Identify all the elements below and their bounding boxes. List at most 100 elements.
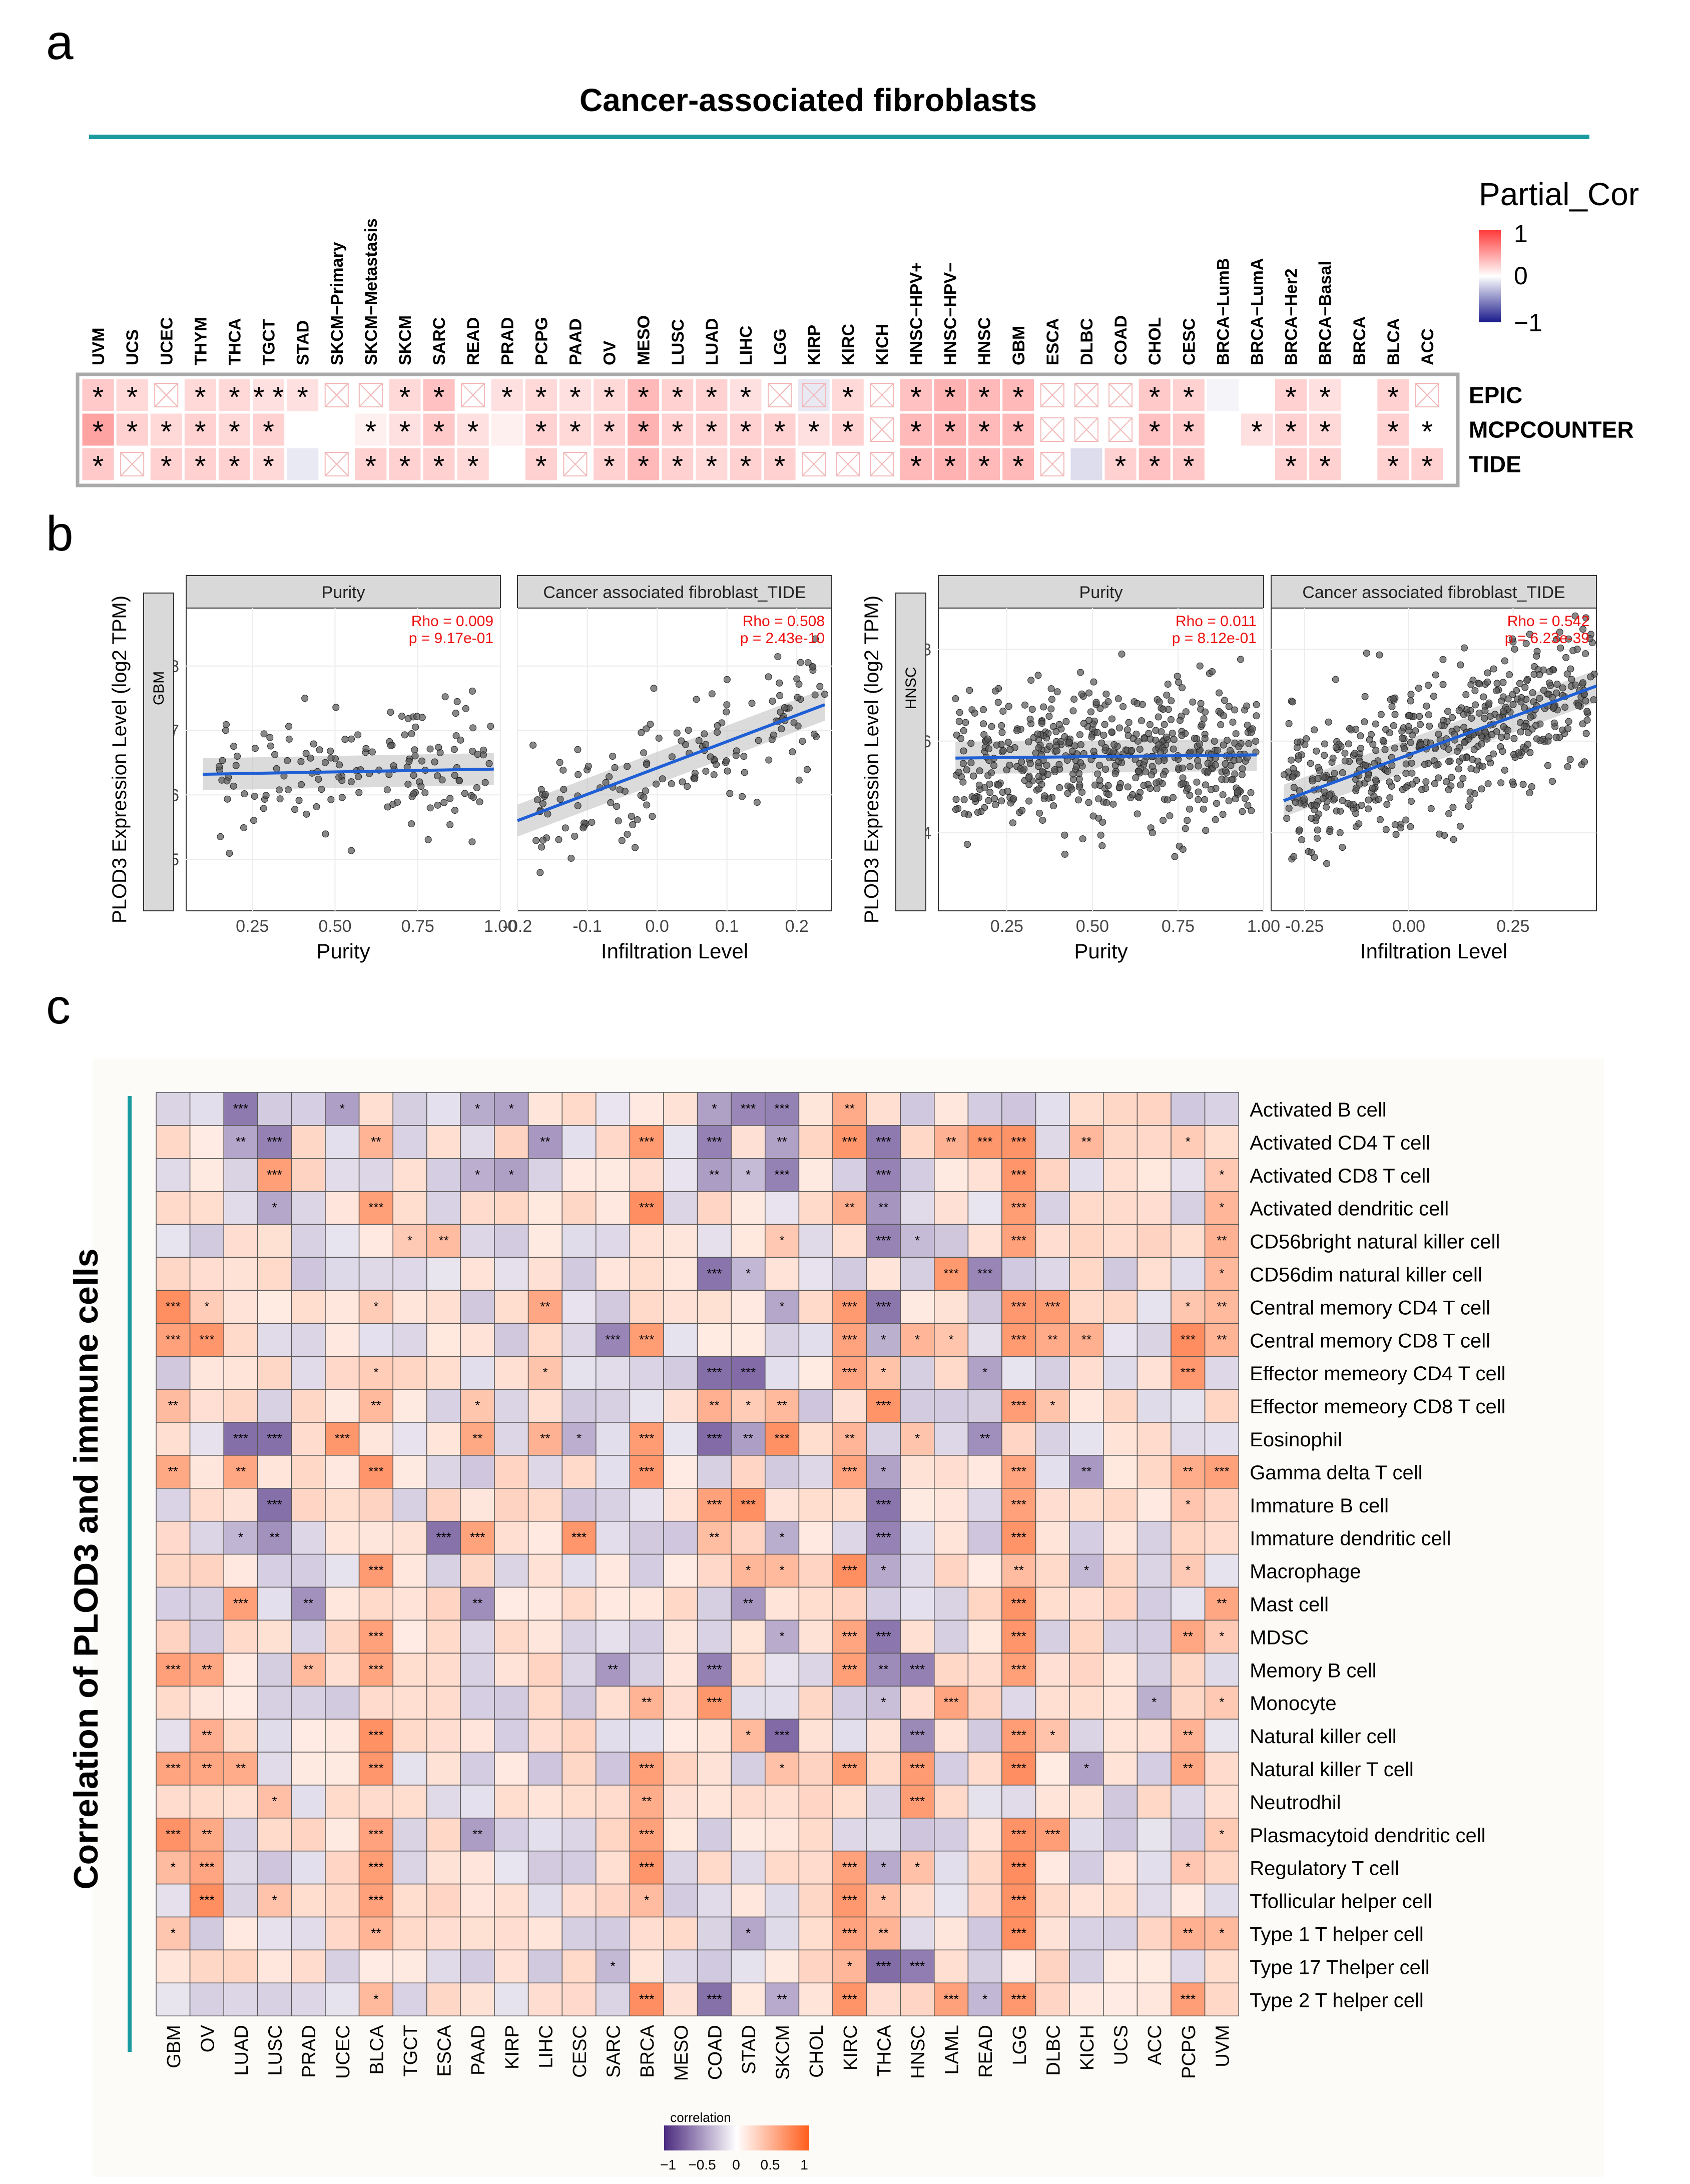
heatmap-cell-c: [1069, 1422, 1104, 1456]
heatmap-cell-c: [731, 1752, 766, 1786]
scatter-point: [468, 838, 476, 846]
heatmap-cell-c: [426, 1586, 461, 1621]
scatter-point: [740, 753, 748, 760]
row-label-c: Effector memeory CD8 T cell: [1250, 1396, 1505, 1418]
heatmap-cell-c: [460, 1323, 495, 1357]
heatmap-cell-c: [156, 1719, 191, 1753]
significance-star-c: *: [780, 1530, 785, 1545]
scatter-point: [1565, 718, 1572, 725]
significance-star-c: *: [509, 1101, 514, 1116]
scatter-point: [267, 742, 274, 750]
scatter-point: [640, 749, 648, 757]
scatter-point: [793, 675, 801, 683]
scatter-point: [1345, 740, 1352, 748]
heatmap-cell-c: [426, 1883, 461, 1918]
heatmap-cell-c: [1171, 1191, 1206, 1225]
heatmap-cell-c: [1204, 1883, 1239, 1918]
significance-star-c: *: [1186, 1497, 1191, 1512]
heatmap-cell-c: [798, 1422, 833, 1456]
scatter-point: [266, 734, 274, 741]
col-label-a: BRCA−Her2: [1282, 268, 1301, 365]
heatmap-cell-c: [1035, 1290, 1070, 1324]
heatmap-cell-c: [629, 1916, 664, 1951]
heatmap-cell-c: [765, 1224, 800, 1258]
scatter-point: [1047, 705, 1055, 713]
heatmap-cell-a: [252, 447, 285, 481]
heatmap-cell-c: [1001, 1257, 1036, 1291]
scatter-point: [327, 747, 334, 755]
significance-star-c: ***: [741, 1365, 756, 1380]
heatmap-cell-c: [358, 1323, 393, 1357]
significance-star-a: *: [978, 450, 990, 483]
significance-star-c: ***: [1011, 1925, 1026, 1940]
significance-star-a: *: [1285, 450, 1297, 483]
scatter-point: [1319, 773, 1327, 781]
heatmap-cell-c: [1171, 1619, 1206, 1654]
significance-star-c: **: [269, 1530, 279, 1545]
cell-cross-line: [802, 452, 826, 476]
scatter-point: [1365, 805, 1372, 813]
heatmap-cell-c: [392, 1224, 427, 1258]
scatter-point: [1352, 784, 1360, 792]
scatter-point: [967, 759, 975, 767]
heatmap-cell-c: [325, 1323, 360, 1357]
scatter-point: [1329, 754, 1337, 762]
heatmap-cell-c: [731, 1719, 766, 1753]
scatter-point: [1390, 722, 1397, 729]
heatmap-cell-c: [697, 1949, 732, 1984]
cell-cross-box: [870, 452, 894, 476]
heatmap-cell-c: [798, 1719, 833, 1753]
heatmap-cell-c: [798, 1455, 833, 1489]
scatter-point: [1587, 673, 1594, 681]
row-label-c: Natural killer T cell: [1250, 1759, 1414, 1781]
heatmap-cell-a: [1002, 413, 1035, 446]
heatmap-cell-c: [798, 1389, 833, 1423]
scatter-point: [1544, 737, 1552, 745]
scatter-point: [1557, 644, 1564, 652]
significance-star-c: **: [743, 1431, 753, 1446]
heatmap-cell-a: [558, 378, 592, 412]
heatmap-cell-c: [156, 1653, 191, 1687]
heatmap-cell-c: [900, 1818, 935, 1852]
scatter-point: [222, 727, 229, 734]
heatmap-cell-c: [156, 1883, 191, 1918]
significance-star-c: ***: [368, 1464, 383, 1479]
heatmap-cell-c: [798, 1092, 833, 1126]
panel-a-legend-tick-0: 0: [1514, 262, 1528, 290]
significance-star-c: ***: [774, 1101, 789, 1116]
scatter-point: [961, 810, 968, 818]
scatter-point: [1193, 778, 1201, 786]
scatter-point: [1357, 745, 1364, 752]
heatmap-cell-c: [1137, 1356, 1172, 1390]
scatter-point: [1090, 748, 1097, 755]
heatmap-cell-a: [627, 447, 660, 481]
heatmap-cell-c: [1171, 1586, 1206, 1621]
heatmap-cell-c: [697, 1818, 732, 1852]
heatmap-cell-c: [1171, 1883, 1206, 1918]
scatter-point: [741, 769, 748, 776]
scatter-point: [336, 761, 343, 769]
heatmap-cell-c: [291, 1883, 326, 1918]
scatter-point: [1213, 800, 1220, 807]
heatmap-cell-c: [1137, 1290, 1172, 1324]
scatter-point: [1034, 672, 1042, 679]
row-label-c: Mast cell: [1250, 1593, 1329, 1615]
heatmap-cell-c: [223, 1257, 258, 1291]
significance-star-c: ***: [1181, 1332, 1196, 1347]
scatter-point: [1061, 831, 1068, 839]
scatter-point: [1179, 684, 1186, 692]
cell-cross-box: [802, 452, 826, 476]
significance-star-c: ***: [639, 1827, 654, 1842]
heatmap-cell-c: [1103, 1785, 1138, 1819]
scatter-point: [240, 824, 248, 831]
heatmap-cell-a: [524, 413, 557, 446]
heatmap-cell-a: [218, 447, 251, 481]
significance-star-c: *: [1219, 1266, 1224, 1281]
heatmap-cell-c: [731, 1850, 766, 1885]
scatter-point: [393, 798, 401, 806]
heatmap-cell-c: [663, 1586, 698, 1621]
heatmap-cell-c: [527, 1092, 562, 1126]
heatmap-cell-c: [731, 1653, 766, 1687]
col-label-a: STAD: [294, 320, 313, 365]
heatmap-cell-c: [1103, 1520, 1138, 1555]
